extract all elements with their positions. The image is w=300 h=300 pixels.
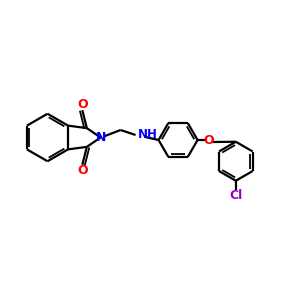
Text: O: O: [204, 134, 214, 146]
Text: Cl: Cl: [229, 189, 242, 202]
Text: N: N: [95, 131, 106, 144]
Text: O: O: [77, 164, 88, 177]
Text: NH: NH: [138, 128, 158, 142]
Text: O: O: [77, 98, 88, 111]
